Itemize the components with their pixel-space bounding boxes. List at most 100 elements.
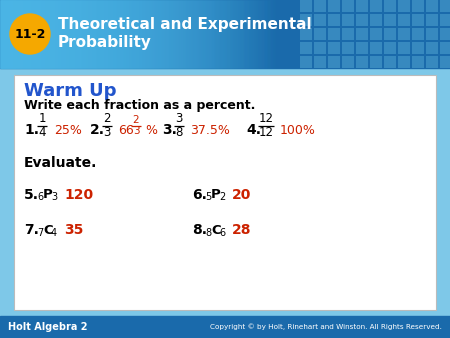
Bar <box>85 0 86 68</box>
Bar <box>253 0 254 68</box>
Bar <box>87 0 88 68</box>
Bar <box>202 0 203 68</box>
Bar <box>159 0 160 68</box>
Bar <box>10 0 11 68</box>
Bar <box>76 0 77 68</box>
Bar <box>180 0 181 68</box>
Bar <box>119 0 120 68</box>
Bar <box>160 0 161 68</box>
Bar <box>175 0 176 68</box>
Bar <box>356 28 368 40</box>
Bar <box>342 28 354 40</box>
Bar <box>134 0 135 68</box>
Bar <box>13 0 14 68</box>
Bar <box>142 0 143 68</box>
Bar <box>208 0 209 68</box>
Bar <box>143 0 144 68</box>
Bar <box>370 42 382 54</box>
Bar <box>189 0 190 68</box>
Text: 3: 3 <box>51 193 57 202</box>
Bar <box>12 0 13 68</box>
Bar <box>314 42 326 54</box>
Bar <box>195 0 196 68</box>
Bar <box>426 56 438 68</box>
Bar <box>113 0 114 68</box>
Bar <box>62 0 63 68</box>
Text: 4: 4 <box>51 227 57 238</box>
Bar <box>440 56 450 68</box>
Bar <box>61 0 62 68</box>
Text: 25%: 25% <box>54 123 82 137</box>
Bar <box>231 0 232 68</box>
Bar <box>328 56 340 68</box>
Bar <box>153 0 154 68</box>
Bar <box>1 0 2 68</box>
Bar <box>152 0 153 68</box>
Bar <box>59 0 60 68</box>
Bar <box>179 0 180 68</box>
Bar <box>300 14 312 26</box>
Bar <box>77 0 78 68</box>
Bar <box>20 0 21 68</box>
Bar <box>148 0 149 68</box>
Text: 12: 12 <box>258 112 274 125</box>
Bar <box>264 0 265 68</box>
Text: 1.: 1. <box>24 123 39 137</box>
Bar <box>246 0 247 68</box>
Bar <box>314 28 326 40</box>
Bar <box>120 0 121 68</box>
Text: Write each fraction as a percent.: Write each fraction as a percent. <box>24 98 256 112</box>
Bar <box>100 0 101 68</box>
Bar <box>342 42 354 54</box>
Bar <box>54 0 55 68</box>
Text: 7: 7 <box>37 227 43 238</box>
Bar <box>166 0 167 68</box>
Bar <box>191 0 192 68</box>
Bar <box>215 0 216 68</box>
Bar <box>245 0 246 68</box>
Bar <box>64 0 65 68</box>
Bar <box>342 0 354 12</box>
Bar <box>93 0 94 68</box>
Text: 120: 120 <box>64 188 93 202</box>
Bar <box>25 0 26 68</box>
Bar <box>72 0 73 68</box>
Bar <box>17 0 18 68</box>
Bar <box>259 0 260 68</box>
Bar <box>356 0 368 12</box>
Bar <box>163 0 164 68</box>
Bar <box>314 56 326 68</box>
Bar <box>177 0 178 68</box>
Bar <box>47 0 48 68</box>
Bar <box>116 0 117 68</box>
Bar <box>126 0 127 68</box>
Bar <box>112 0 113 68</box>
Bar <box>271 0 272 68</box>
Bar <box>122 0 123 68</box>
Bar <box>412 0 424 12</box>
Bar <box>226 0 227 68</box>
Bar <box>182 0 183 68</box>
Text: Warm Up: Warm Up <box>24 82 117 100</box>
Bar <box>275 0 276 68</box>
Bar <box>225 0 226 68</box>
Bar <box>36 0 37 68</box>
Bar <box>132 0 133 68</box>
Bar <box>398 42 410 54</box>
Bar <box>300 56 312 68</box>
Bar <box>30 0 31 68</box>
Bar <box>236 0 237 68</box>
Bar <box>234 0 235 68</box>
Text: P: P <box>43 189 53 201</box>
Bar <box>370 0 382 12</box>
Bar <box>147 0 148 68</box>
Bar <box>56 0 57 68</box>
Bar <box>48 0 49 68</box>
Bar <box>38 0 39 68</box>
Bar <box>200 0 201 68</box>
Text: Probability: Probability <box>58 34 152 49</box>
Bar <box>137 0 138 68</box>
Bar <box>136 0 137 68</box>
Bar <box>194 0 195 68</box>
Bar <box>276 0 277 68</box>
